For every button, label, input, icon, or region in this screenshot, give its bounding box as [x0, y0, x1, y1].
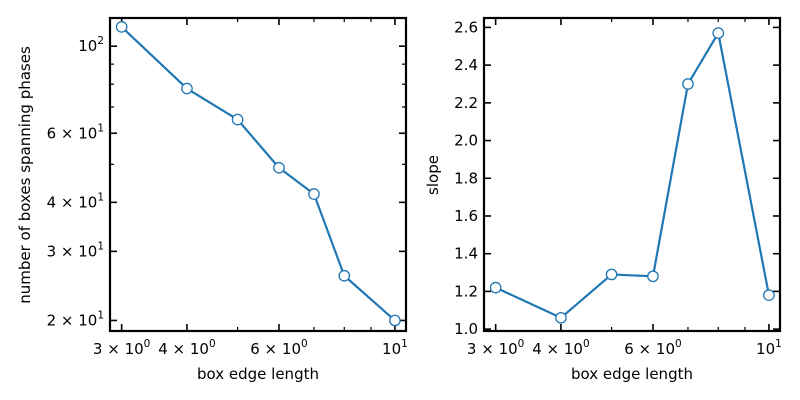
tick-label-exponent: 0 [583, 338, 590, 350]
right-x-tick-label: 6 × 100 [624, 338, 681, 358]
tick-label-base: 3 × 10 [47, 242, 98, 260]
tick-label-exponent: 1 [97, 240, 104, 252]
tick-label-base: 4 × 10 [47, 193, 98, 211]
tick-label-exponent: 2 [97, 35, 104, 47]
tick-label-base: 4 × 10 [158, 340, 209, 358]
right-y-tick-label: 2.0 [454, 132, 478, 150]
left-y-axis-label: number of boxes spanning phases [16, 46, 34, 304]
left-axes-frame [108, 16, 408, 333]
left-chart-panel: box edge length number of boxes spanning… [16, 16, 408, 383]
right-y-tick-label: 2.2 [454, 94, 478, 112]
right-axes-frame [482, 16, 782, 333]
left-x-axis-label: box edge length [197, 365, 319, 383]
right-data-point [647, 270, 659, 283]
right-data-point [763, 289, 775, 302]
left-y-tick-label: 6 × 101 [47, 122, 104, 142]
left-x-tick-label: 4 × 100 [158, 338, 215, 358]
tick-label-base: 4 × 10 [532, 340, 583, 358]
left-y-tick-label: 2 × 101 [47, 309, 104, 329]
right-x-tick-label: 4 × 100 [532, 338, 589, 358]
left-x-tick-label: 3 × 100 [93, 338, 150, 358]
right-data-point [605, 268, 618, 281]
right-y-tick-label: 1.6 [454, 207, 478, 225]
right-x-axis-label: box edge length [571, 365, 693, 383]
right-series-line [495, 31, 771, 319]
left-data-point [273, 161, 285, 174]
tick-label-base: 6 × 10 [624, 340, 675, 358]
right-y-tick-label: 1.4 [454, 245, 478, 263]
tick-label-base: 10 [382, 340, 401, 358]
right-x-tick-label: 101 [756, 338, 782, 358]
left-data-point [181, 82, 193, 95]
left-data-point [115, 21, 128, 33]
right-y-tick-label: 1.8 [454, 169, 478, 187]
right-data-point [712, 27, 725, 39]
tick-label-exponent: 0 [144, 338, 151, 350]
tick-label-base: 6 × 10 [250, 340, 301, 358]
left-data-point [338, 269, 351, 282]
tick-label-exponent: 1 [97, 122, 104, 134]
tick-label-exponent: 0 [675, 338, 682, 350]
right-y-tick-label: 1.2 [454, 282, 478, 300]
left-series-line [120, 26, 396, 322]
tick-label-exponent: 0 [301, 338, 308, 350]
tick-label-exponent: 0 [518, 338, 525, 350]
tick-label-exponent: 0 [209, 338, 216, 350]
left-x-tick-label: 101 [382, 338, 408, 358]
tick-label-exponent: 1 [97, 309, 104, 321]
tick-label-exponent: 1 [775, 338, 782, 350]
tick-label-base: 3 × 10 [467, 340, 518, 358]
right-x-tick-label: 3 × 100 [467, 338, 524, 358]
left-y-tick-label: 4 × 101 [47, 191, 104, 211]
left-x-tick-label: 6 × 100 [250, 338, 307, 358]
right-y-tick-label: 2.4 [454, 56, 478, 74]
right-data-point [489, 281, 502, 294]
left-data-point [308, 188, 320, 200]
left-y-tick-label: 102 [78, 35, 104, 55]
right-data-point [555, 311, 567, 324]
tick-label-base: 2 × 10 [47, 311, 98, 329]
left-y-tick-label: 3 × 101 [47, 240, 104, 260]
left-data-point [231, 113, 244, 126]
right-y-tick-label: 1.0 [454, 320, 478, 338]
tick-label-base: 6 × 10 [47, 124, 98, 142]
right-chart-panel: box edge length slope 3 × 100 4 × 100 6 × … [424, 16, 782, 383]
right-y-tick-label: 2.6 [454, 18, 478, 36]
tick-label-base: 10 [78, 37, 97, 55]
tick-label-exponent: 1 [97, 191, 104, 203]
right-y-axis-label: slope [424, 155, 442, 195]
tick-label-base: 10 [756, 340, 775, 358]
tick-label-base: 3 × 10 [93, 340, 144, 358]
left-data-point [389, 314, 401, 327]
tick-label-exponent: 1 [401, 338, 408, 350]
right-data-point [682, 78, 694, 90]
